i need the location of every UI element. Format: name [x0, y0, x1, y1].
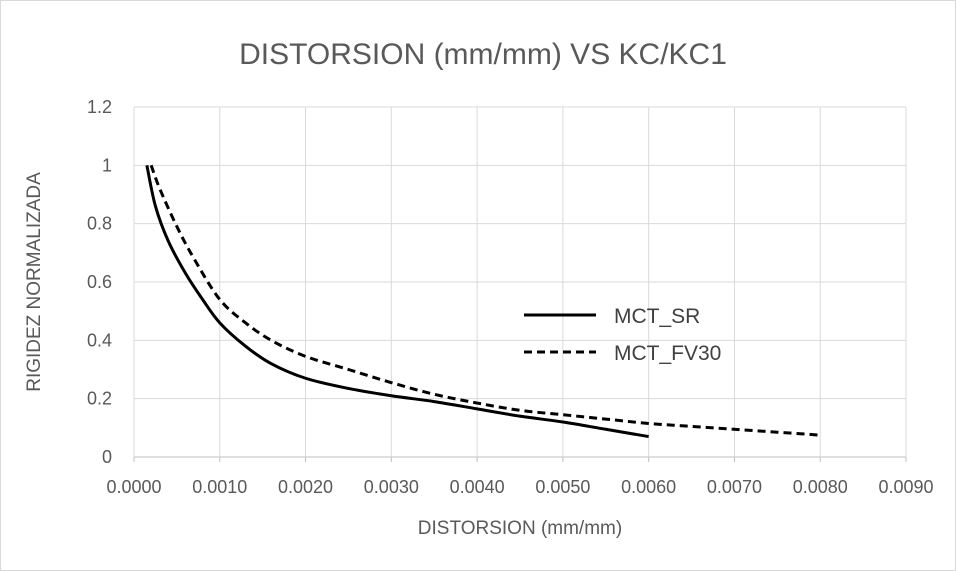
- legend: MCT_SR MCT_FV30: [524, 305, 721, 365]
- x-tick-label: 0.0050: [535, 477, 590, 497]
- x-axis-title: DISTORSION (mm/mm): [418, 518, 622, 539]
- chart-title: DISTORSION (mm/mm) VS KC/KC1: [239, 38, 727, 71]
- x-tick-label: 0.0020: [278, 477, 333, 497]
- x-tick-label: 0.0040: [450, 477, 505, 497]
- series-line-mct-sr: [145, 165, 649, 439]
- series-layer: [145, 164, 821, 439]
- x-tick-label: 0.0060: [621, 477, 676, 497]
- tick-layer: 0 0.2 0.4 0.6 0.8 1 1.2 0.0000 0.0010 0.0020 0.003…: [87, 97, 934, 497]
- y-axis-title: RIGIDEZ NORMALIZADA: [24, 172, 45, 392]
- legend-label: MCT_SR: [614, 305, 700, 328]
- grid-layer: [133, 106, 907, 462]
- series-line-mct-fv30: [149, 164, 821, 437]
- y-tick-label: 1.2: [87, 97, 112, 117]
- x-tick-label: 0.0010: [192, 477, 247, 497]
- y-tick-label: 0.4: [87, 330, 112, 350]
- x-tick-label: 0.0030: [364, 477, 419, 497]
- y-tick-label: 0.8: [87, 214, 112, 234]
- y-tick-label: 0: [102, 447, 112, 467]
- x-tick-label: 0.0000: [106, 477, 161, 497]
- legend-label: MCT_FV30: [614, 342, 721, 365]
- x-tick-label: 0.0070: [707, 477, 762, 497]
- x-tick-label: 0.0080: [793, 477, 848, 497]
- y-tick-label: 0.6: [87, 272, 112, 292]
- y-tick-label: 0.2: [87, 389, 112, 409]
- x-tick-label: 0.0090: [878, 477, 933, 497]
- y-tick-label: 1: [102, 155, 112, 175]
